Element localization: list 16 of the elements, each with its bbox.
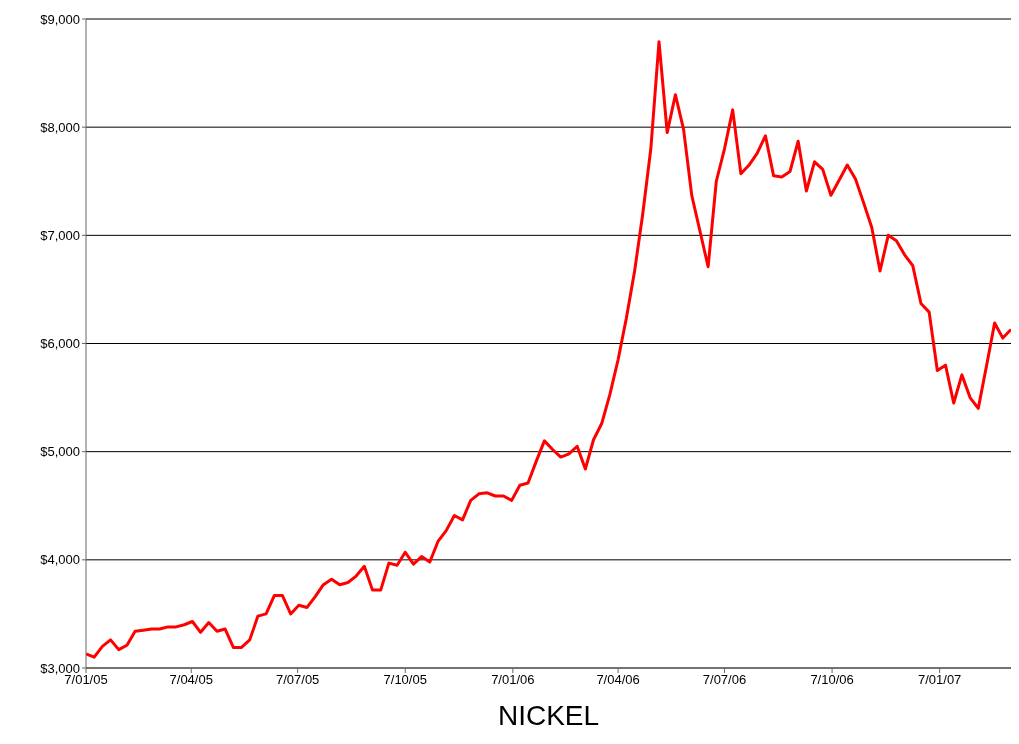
text: NICKEL — [496, 700, 601, 732]
y-tick-label: $8,000 — [40, 119, 80, 135]
y-tick-label: $4,000 — [40, 552, 80, 568]
y-tick-label: $7,000 — [40, 227, 80, 243]
y-tick-label: $9,000 — [40, 11, 80, 27]
x-tick-label: 7/01/06 — [491, 672, 535, 688]
x-tick-label: 7/07/05 — [275, 672, 320, 688]
x-tick-label: 7/04/05 — [169, 672, 213, 688]
x-tick-label: 7/01/07 — [917, 672, 962, 688]
x-tick-label: 7/10/05 — [383, 672, 427, 688]
line-series — [86, 40, 1011, 659]
x-tick-label: 7/07/06 — [702, 672, 747, 688]
x-tick-label: 7/10/06 — [810, 672, 854, 688]
y-tick-label: $6,000 — [40, 336, 80, 352]
x-tick-label: 7/04/06 — [596, 672, 640, 688]
y-tick-label: $5,000 — [40, 444, 80, 460]
